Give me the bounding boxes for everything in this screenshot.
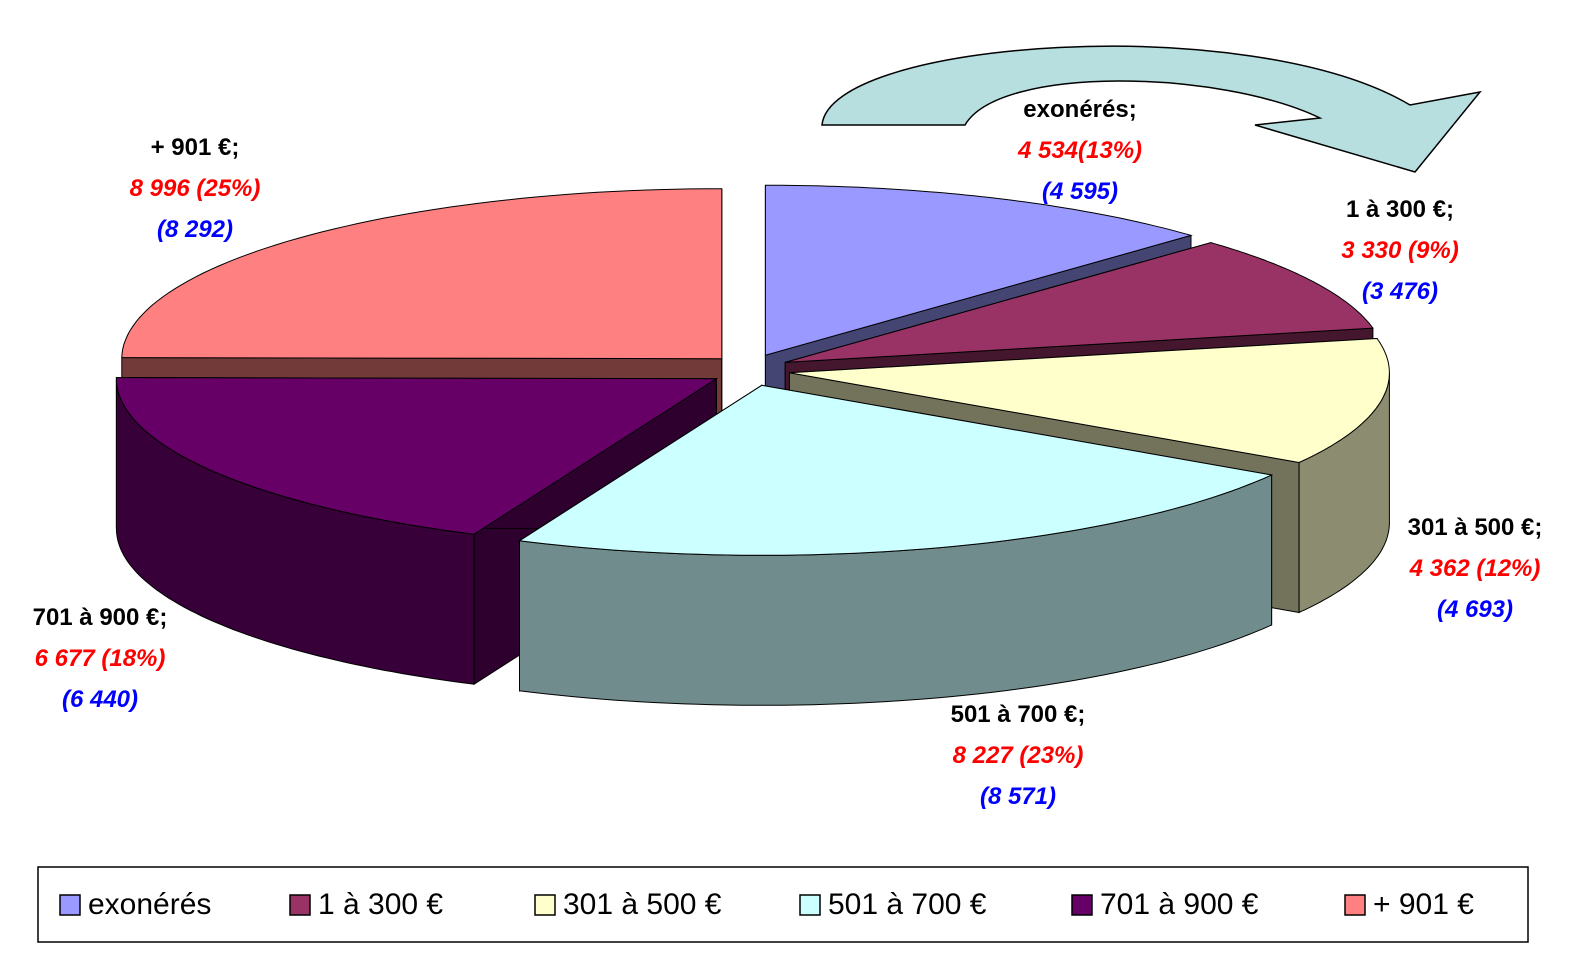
legend-label: 301 à 500 € — [563, 888, 722, 921]
label-category: 301 à 500 €; — [1408, 514, 1543, 541]
category-name: + 901 € — [151, 134, 232, 161]
label-category: 701 à 900 €; — [33, 604, 168, 631]
category-name: 301 à 500 € — [1408, 514, 1535, 541]
slice — [115, 377, 719, 535]
legend-box — [37, 866, 1529, 943]
legend-swatch — [289, 894, 311, 916]
label-separator: ; — [1129, 96, 1137, 123]
legend-swatch — [799, 894, 821, 916]
value-label: 4 534(13%) — [1017, 137, 1142, 164]
legend-label: 501 à 700 € — [828, 888, 987, 921]
label-separator: ; — [1077, 701, 1085, 728]
label-category: exonérés; — [1023, 96, 1136, 123]
category-name: exonérés — [1023, 96, 1128, 123]
value-label: 6 677 (18%) — [35, 645, 166, 672]
previous-value-label: (4 595) — [1042, 178, 1118, 205]
category-name: 501 à 700 € — [951, 701, 1078, 728]
category-name: 1 à 300 € — [1346, 196, 1446, 223]
label-separator: ; — [231, 134, 239, 161]
legend-swatch — [59, 894, 81, 916]
label-separator: ; — [1446, 196, 1454, 223]
previous-value-label: (8 571) — [980, 783, 1056, 810]
slice — [789, 337, 1390, 464]
value-label: 3 330 (9%) — [1341, 237, 1458, 264]
legend-label: 701 à 900 € — [1100, 888, 1259, 921]
previous-value-label: (3 476) — [1362, 278, 1438, 305]
label-separator: ; — [1534, 514, 1542, 541]
label-category: + 901 €; — [151, 134, 240, 161]
legend-label: + 901 € — [1373, 888, 1474, 921]
legend-swatch — [1071, 894, 1093, 916]
legend-label: 1 à 300 € — [318, 888, 443, 921]
value-label: 4 362 (12%) — [1409, 555, 1541, 582]
previous-value-label: (8 292) — [157, 216, 233, 243]
previous-value-label: (4 693) — [1437, 596, 1513, 623]
category-name: 701 à 900 € — [33, 604, 160, 631]
legend-label: exonérés — [88, 888, 211, 921]
slice — [785, 242, 1374, 363]
label-separator: ; — [159, 604, 167, 631]
label-category: 1 à 300 €; — [1346, 196, 1454, 223]
legend-swatch — [534, 894, 556, 916]
slice — [518, 384, 1274, 556]
previous-value-label: (6 440) — [62, 686, 138, 713]
label-category: 501 à 700 €; — [951, 701, 1086, 728]
slice — [121, 188, 723, 360]
rotation-arrow — [821, 45, 1482, 173]
value-label: 8 227 (23%) — [953, 742, 1084, 769]
slice — [764, 184, 1193, 356]
legend-swatch — [1344, 894, 1366, 916]
value-label: 8 996 (25%) — [130, 175, 261, 202]
